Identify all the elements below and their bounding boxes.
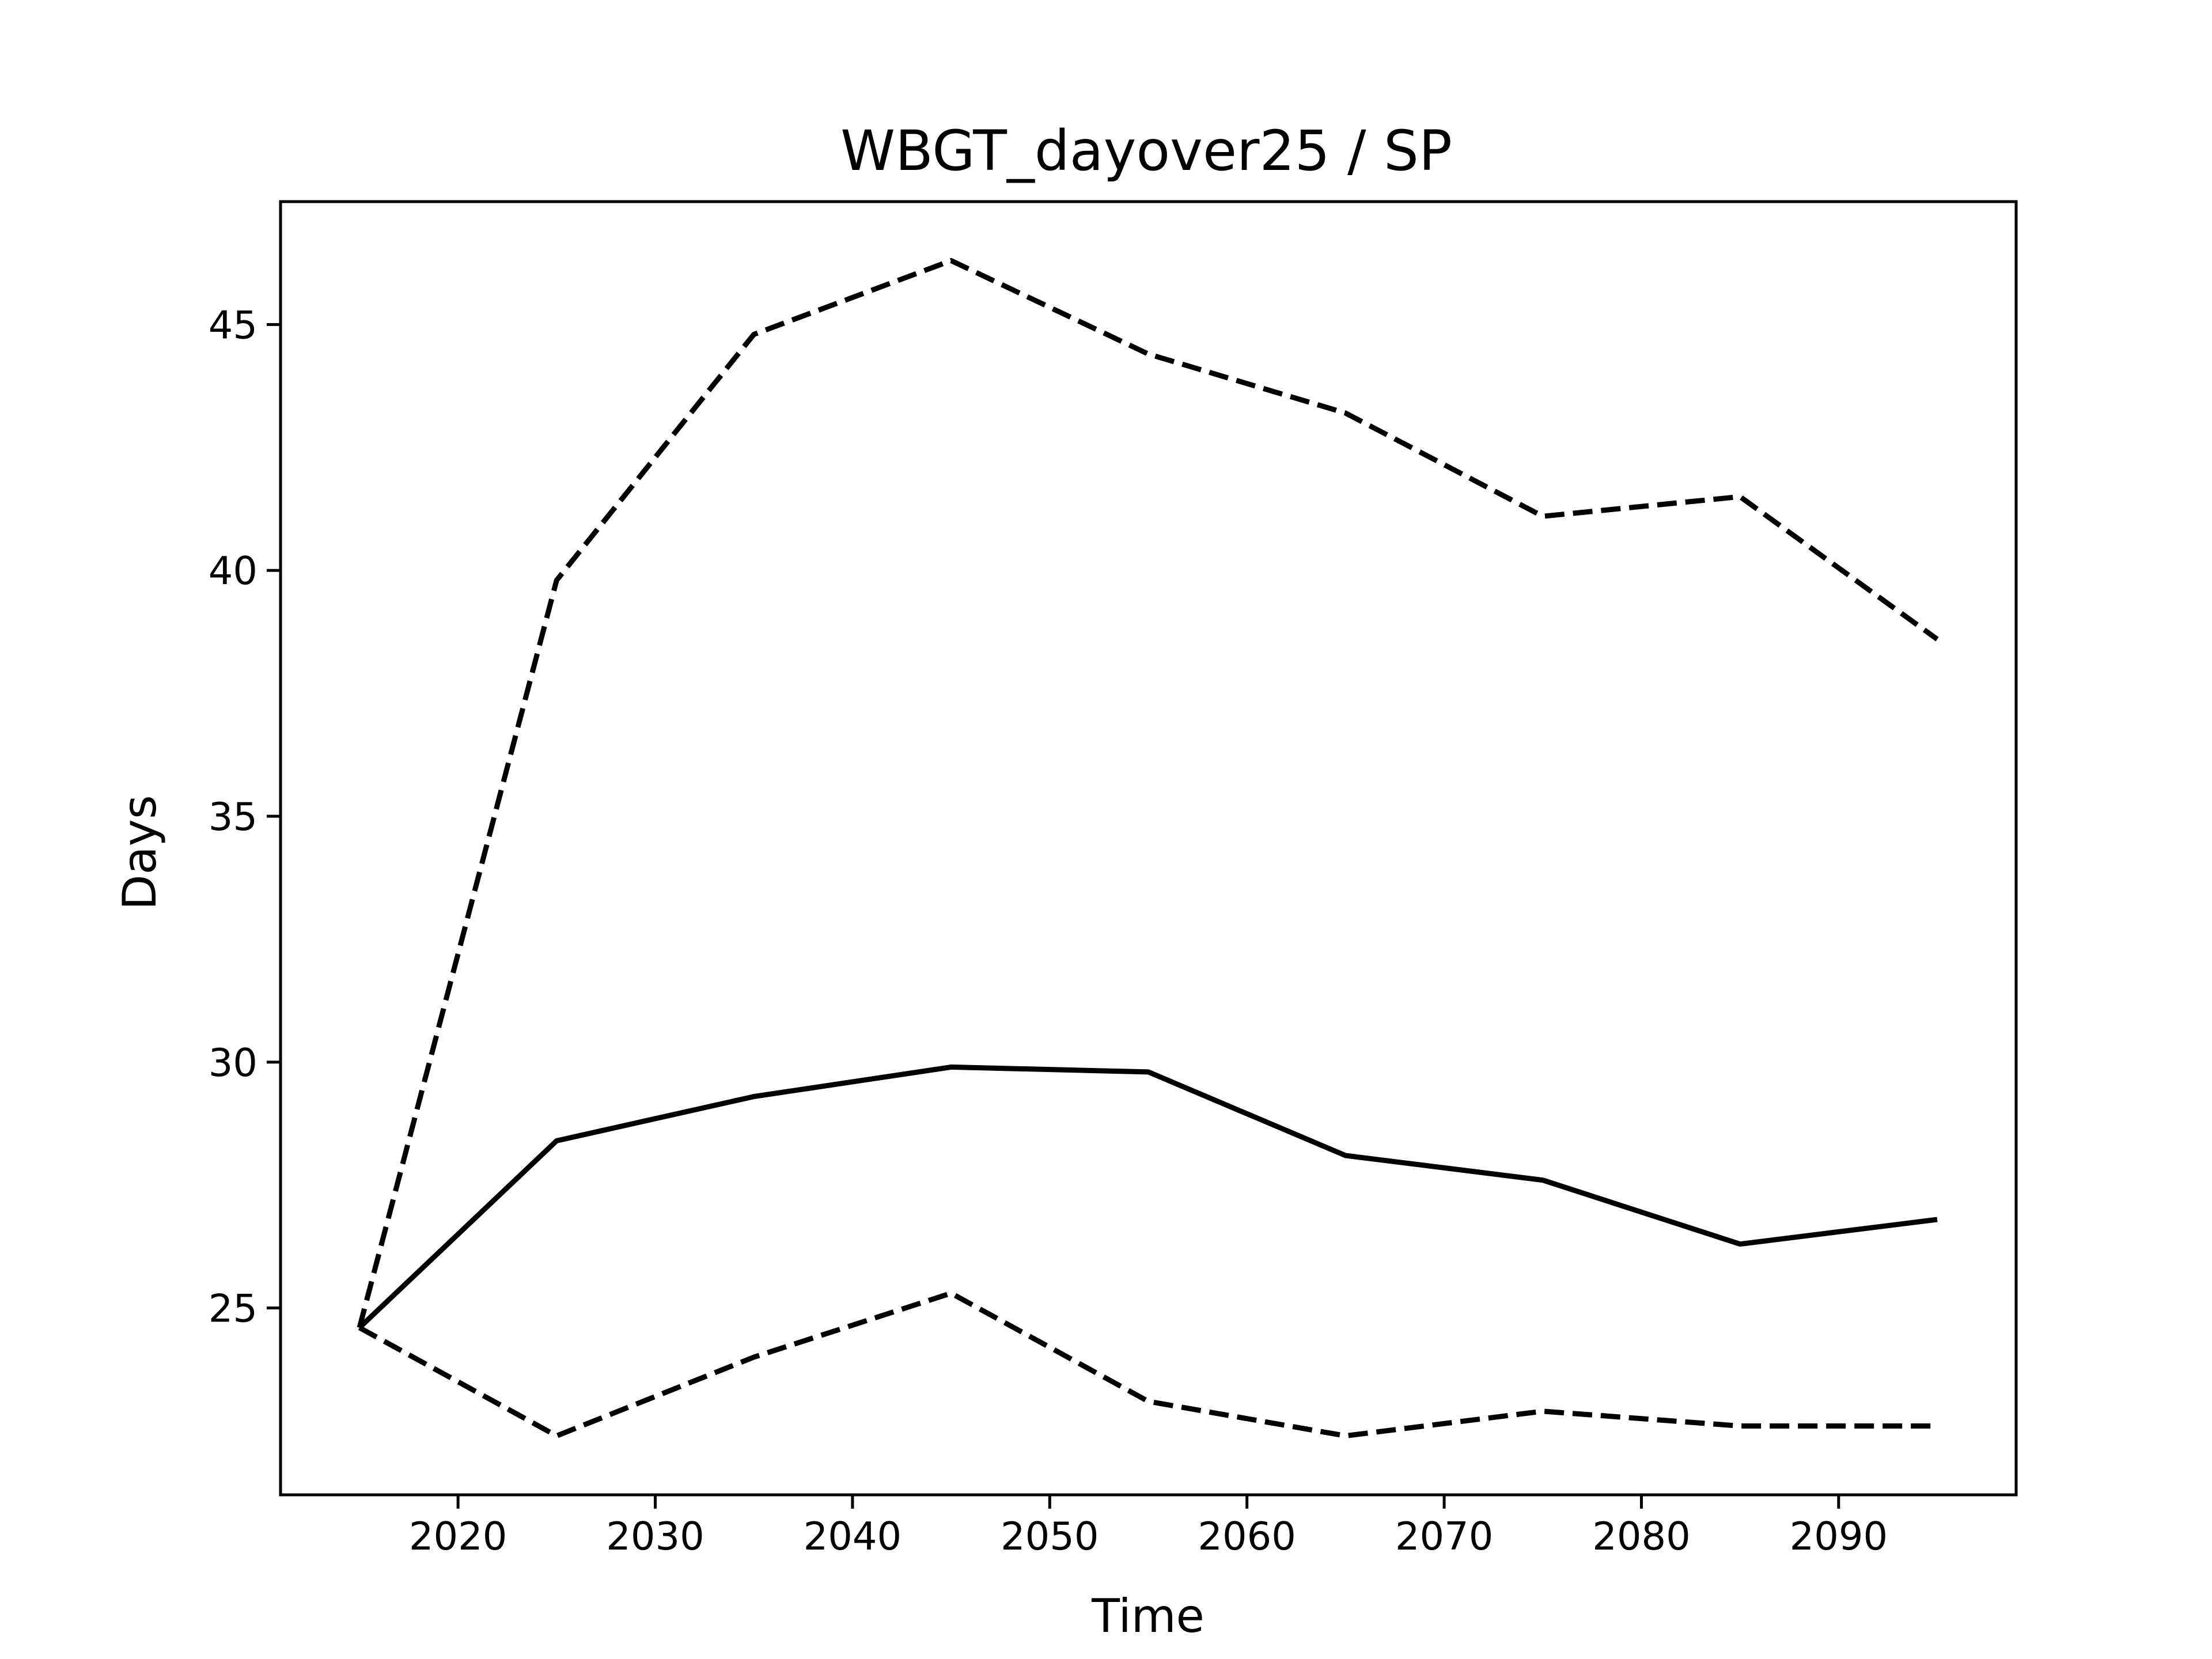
y-tick-label: 45 <box>209 302 257 347</box>
y-tick-label: 25 <box>209 1286 257 1331</box>
y-axis-label: Days <box>113 795 166 910</box>
y-tick-label: 30 <box>209 1040 257 1085</box>
plot-frame <box>279 200 2018 1497</box>
dashed-series-line-2 <box>358 1290 1937 1439</box>
dashed-series-line-1 <box>357 257 1939 1328</box>
x-tick-label: 2030 <box>606 1514 704 1559</box>
x-tick-label: 2080 <box>1592 1514 1691 1559</box>
x-tick-label: 2020 <box>409 1514 507 1559</box>
x-axis: 2020 2030 2040 2050 2060 2070 2080 2090 <box>409 1495 1888 1559</box>
x-tick-label: 2060 <box>1198 1514 1296 1559</box>
y-tick-label: 35 <box>209 794 257 839</box>
x-tick-label: 2040 <box>804 1514 902 1559</box>
y-tick-label: 40 <box>209 548 257 593</box>
solid-series-line-0 <box>357 1064 1938 1330</box>
plot-lines <box>357 257 1939 1439</box>
y-axis: 25 30 35 40 45 <box>209 302 281 1331</box>
x-axis-label: Time <box>1091 1589 1205 1643</box>
x-tick-label: 2070 <box>1395 1514 1494 1559</box>
chart-title: WBGT_dayover25 / SP <box>840 119 1452 183</box>
x-tick-label: 2090 <box>1790 1514 1888 1559</box>
x-tick-label: 2050 <box>1001 1514 1099 1559</box>
